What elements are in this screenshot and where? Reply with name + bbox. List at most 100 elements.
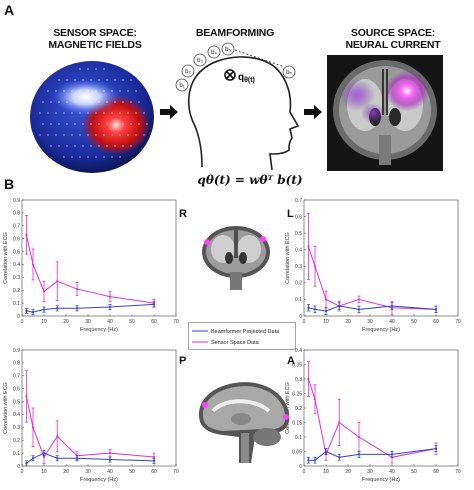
x-tick-label: 50 — [129, 319, 135, 325]
orientation-label-r: R — [179, 208, 187, 220]
source-q-label: qθ(t) — [238, 72, 255, 84]
x-tick-label: 0 — [303, 469, 306, 475]
x-tick-label: 20 — [345, 469, 351, 475]
orientation-label-l: L — [287, 208, 294, 220]
data-point — [42, 308, 46, 311]
data-point — [25, 462, 28, 465]
data-point — [75, 457, 79, 460]
sensor-label: b₅ — [225, 47, 231, 53]
data-point — [307, 377, 310, 381]
orientation-label-p: P — [179, 355, 187, 367]
y-tick-label: 0.5 — [13, 399, 20, 405]
y-tick-label: 0.35 — [292, 362, 302, 368]
y-tick-label: 0.9 — [13, 198, 20, 204]
y-tick-label: 0 — [299, 464, 302, 470]
y-axis-label: Correlation with ECG — [285, 232, 291, 284]
plot-area — [21, 199, 177, 317]
sensor-label: b₄ — [211, 50, 217, 56]
y-tick-label: 0.1 — [295, 297, 302, 303]
data-point — [42, 290, 46, 293]
y-tick-label: 0.5 — [13, 249, 20, 255]
y-tick-label: 0.4 — [295, 248, 302, 254]
y-tick-label: 0.3 — [295, 264, 302, 270]
beamforming-head-diagram: b₁ b₂ b₃ b₄ b₅ bₙ qθ(t) — [175, 42, 300, 171]
y-axis-label: Correlation with ECG — [3, 382, 9, 434]
legend-item-sensor: Sensor Space Data — [192, 340, 260, 346]
data-point — [31, 426, 35, 429]
data-point — [31, 263, 35, 266]
x-tick-label: 30 — [85, 319, 91, 325]
data-point — [152, 303, 156, 306]
source-marker — [202, 402, 208, 408]
source-marker — [283, 414, 289, 420]
x-axis-label: Frequency (Hz) — [362, 327, 400, 333]
data-point — [56, 457, 59, 460]
y-tick-label: 0 — [17, 314, 20, 320]
x-tick-label: 20 — [345, 319, 351, 325]
y-tick-label: 0.8 — [13, 361, 20, 367]
data-point — [338, 304, 341, 308]
data-point — [56, 435, 59, 438]
y-tick-label: 0.2 — [13, 288, 20, 294]
y-tick-label: 0.25 — [292, 391, 302, 397]
data-point — [42, 452, 46, 455]
x-tick-label: 60 — [433, 319, 439, 325]
x-tick-label: 10 — [323, 469, 329, 475]
x-tick-label: 10 — [41, 319, 47, 325]
data-point — [313, 265, 317, 268]
coronal-brain-image — [202, 226, 270, 290]
source-marker — [204, 239, 210, 245]
x-tick-label: 70 — [173, 469, 179, 475]
series-line — [307, 246, 437, 310]
y-tick-label: 0 — [17, 464, 20, 470]
x-tick-label: 70 — [455, 319, 461, 325]
x-tick-label: 0 — [21, 469, 24, 475]
source-title-line1: SOURCE SPACE: — [350, 27, 436, 39]
y-tick-label: 0.1 — [13, 301, 20, 307]
chart-anterior: 0 10 20 30 40 50 60 70 0 0.05 0.1 0.15 0.2 0.25 0.3 0.3… — [285, 348, 461, 483]
x-tick-label: 60 — [151, 319, 157, 325]
data-point — [434, 447, 438, 450]
panel-b-letter: B — [4, 176, 15, 192]
data-point — [357, 298, 361, 301]
data-point — [307, 245, 310, 248]
legend-label-beamformer: Beamformer Projected Data — [211, 329, 280, 335]
data-point — [338, 421, 341, 424]
sensor-title-line2: MAGNETIC FIELDS — [48, 39, 142, 51]
data-point — [324, 309, 328, 313]
data-point — [108, 458, 112, 461]
source-space-mri-image — [327, 55, 443, 171]
data-point — [357, 435, 361, 439]
x-tick-label: 40 — [107, 469, 113, 475]
chart-posterior: 0 10 20 30 40 50 60 70 0 0.1 0.2 0.3 0.4 0.5 0.6 0.7 0.8… — [3, 348, 179, 483]
x-tick-label: 0 — [21, 319, 24, 325]
data-point — [31, 311, 35, 314]
sensor-topography-map — [30, 61, 154, 173]
series-line — [26, 303, 155, 313]
y-tick-label: 0.1 — [13, 451, 20, 457]
sensor-label: b₂ — [185, 69, 191, 75]
y-tick-label: 0.4 — [13, 262, 20, 268]
sensor-title-line1: SENSOR SPACE: — [53, 27, 137, 39]
data-point — [152, 459, 156, 462]
y-tick-label: 0.15 — [292, 420, 302, 426]
data-point — [357, 308, 361, 311]
x-tick-label: 70 — [455, 469, 461, 475]
y-axis-label: Correlation with ECG — [285, 382, 291, 434]
x-axis-label: Frequency (Hz) — [80, 327, 118, 333]
data-point — [25, 309, 28, 312]
y-tick-label: 0.2 — [295, 281, 302, 287]
x-tick-label: 0 — [303, 319, 306, 325]
data-point — [31, 457, 35, 460]
data-point — [307, 459, 310, 462]
data-point — [313, 459, 317, 462]
y-tick-label: 0.4 — [295, 348, 302, 354]
x-tick-label: 60 — [151, 469, 157, 475]
x-tick-label: 50 — [411, 469, 417, 475]
y-tick-label: 0.6 — [13, 236, 20, 242]
y-tick-label: 0.3 — [13, 425, 20, 431]
y-tick-label: 0.4 — [13, 412, 20, 418]
source-marker — [260, 236, 266, 242]
series-line — [307, 378, 437, 458]
legend-item-beamformer: Beamformer Projected Data — [192, 329, 280, 335]
